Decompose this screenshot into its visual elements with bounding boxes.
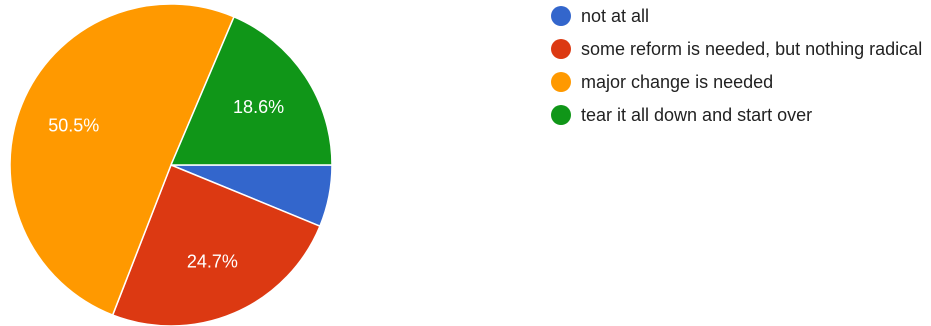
legend-swatch-icon	[551, 6, 571, 26]
legend-label: tear it all down and start over	[581, 105, 813, 125]
legend-item-tear-it-down[interactable]: tear it all down and start over	[551, 103, 931, 127]
legend-swatch-icon	[551, 105, 571, 125]
pie-slice-1[interactable]	[111, 164, 321, 326]
legend-label: some reform is needed, but nothing radic…	[581, 39, 923, 59]
legend-item-major-change[interactable]: major change is needed	[551, 70, 931, 94]
chart-legend: not at all some reform is needed, but no…	[551, 4, 931, 136]
pie-slice-3[interactable]	[170, 16, 333, 166]
pie-slice-label-3: 18.6%	[233, 97, 284, 117]
legend-item-some-reform[interactable]: some reform is needed, but nothing radic…	[551, 37, 931, 61]
legend-swatch-icon	[551, 72, 571, 92]
pie-slice-2[interactable]	[9, 3, 235, 316]
legend-swatch-icon	[551, 39, 571, 59]
legend-item-not-at-all[interactable]: not at all	[551, 4, 931, 28]
pie-slices	[9, 3, 333, 326]
pie-chart: 24.7% 50.5% 18.6%	[9, 3, 333, 326]
pie-slice-labels: 24.7% 50.5% 18.6%	[48, 97, 284, 271]
legend-label: major change is needed	[581, 72, 774, 92]
pie-slice-label-2: 50.5%	[48, 115, 99, 135]
legend-label: not at all	[581, 6, 650, 26]
pie-slice-label-1: 24.7%	[187, 251, 238, 271]
